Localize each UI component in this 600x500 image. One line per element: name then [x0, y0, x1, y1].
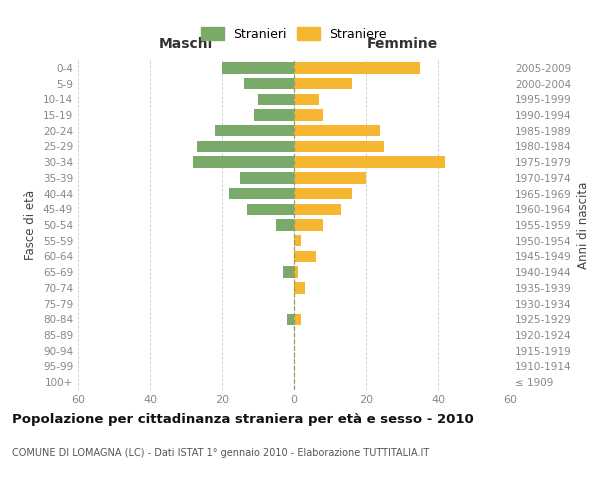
Bar	[294, 172, 366, 184]
Bar	[294, 156, 445, 168]
Bar	[294, 204, 341, 215]
Y-axis label: Anni di nascita: Anni di nascita	[577, 182, 590, 268]
Bar	[294, 188, 352, 199]
Bar	[287, 314, 294, 325]
Bar	[229, 188, 294, 199]
Bar	[294, 251, 316, 262]
Bar	[294, 220, 323, 230]
Bar	[276, 220, 294, 230]
Bar	[294, 314, 301, 325]
Bar	[294, 62, 420, 74]
Bar	[244, 78, 294, 89]
Bar	[294, 235, 301, 246]
Bar	[294, 78, 352, 89]
Bar	[247, 204, 294, 215]
Legend: Stranieri, Straniere: Stranieri, Straniere	[197, 24, 391, 44]
Y-axis label: Fasce di età: Fasce di età	[25, 190, 37, 260]
Bar	[197, 141, 294, 152]
Bar	[283, 266, 294, 278]
Bar	[294, 125, 380, 136]
Text: COMUNE DI LOMAGNA (LC) - Dati ISTAT 1° gennaio 2010 - Elaborazione TUTTITALIA.IT: COMUNE DI LOMAGNA (LC) - Dati ISTAT 1° g…	[12, 448, 429, 458]
Bar	[222, 62, 294, 74]
Bar	[258, 94, 294, 105]
Bar	[215, 125, 294, 136]
Text: Femmine: Femmine	[367, 36, 437, 51]
Bar	[254, 110, 294, 120]
Text: Popolazione per cittadinanza straniera per età e sesso - 2010: Popolazione per cittadinanza straniera p…	[12, 412, 474, 426]
Bar	[294, 282, 305, 294]
Bar	[294, 94, 319, 105]
Bar	[294, 266, 298, 278]
Bar	[294, 141, 384, 152]
Bar	[240, 172, 294, 184]
Bar	[294, 110, 323, 120]
Bar	[193, 156, 294, 168]
Text: Maschi: Maschi	[159, 36, 213, 51]
